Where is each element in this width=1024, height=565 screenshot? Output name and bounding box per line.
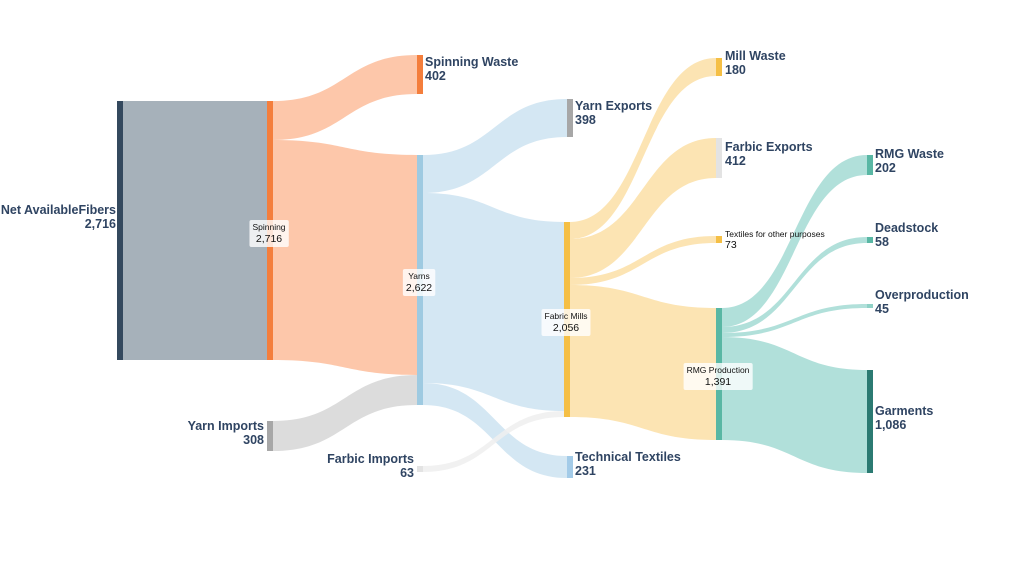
node-label-net: Net AvailableFibers	[1, 203, 116, 217]
node-value-tother: 73	[725, 239, 737, 251]
node-mwaste	[716, 58, 722, 76]
node-label-tech: Technical Textiles	[575, 450, 681, 464]
node-value-yimp: 308	[243, 433, 264, 447]
node-value-fexp: 412	[725, 154, 746, 168]
node-net	[117, 101, 123, 360]
node-tag-bg-rmg	[683, 363, 753, 390]
node-value-dead: 58	[875, 235, 889, 249]
link-spin-swaste	[273, 55, 417, 140]
node-rwaste	[867, 155, 873, 175]
link-rmg-rwaste	[722, 155, 867, 327]
node-label-yimp: Yarn Imports	[188, 419, 264, 433]
node-tag-bg-yarns	[402, 269, 436, 296]
node-tother	[716, 236, 722, 243]
node-tag-bg-mills	[541, 309, 591, 336]
node-dead	[867, 237, 873, 243]
node-label-mwaste: Mill Waste	[725, 49, 786, 63]
node-label-mills: Fabric Mills	[545, 311, 588, 321]
node-label-yexp: Yarn Exports	[575, 99, 652, 113]
node-yexp	[567, 99, 573, 137]
node-label-dead: Deadstock	[875, 221, 938, 235]
node-fimp	[417, 466, 423, 472]
node-value-net: 2,716	[85, 217, 116, 231]
link-fimp-mills	[423, 411, 564, 472]
link-rmg-garm	[722, 337, 867, 473]
node-value-yarns: 2,622	[406, 282, 432, 294]
node-label-fexp: Farbic Exports	[725, 140, 813, 154]
link-spin-yarns	[273, 140, 417, 375]
node-swaste	[417, 55, 423, 94]
node-value-yexp: 398	[575, 113, 596, 127]
node-label-fimp: Farbic Imports	[327, 452, 414, 466]
link-yimp-yarns	[273, 375, 417, 451]
node-label-yarns: Yarns	[408, 271, 430, 281]
node-label-rwaste: RMG Waste	[875, 147, 944, 161]
node-label-over: Overproduction	[875, 288, 969, 302]
node-tag-bg-spin	[249, 220, 289, 247]
node-value-rwaste: 202	[875, 161, 896, 175]
link-rmg-over	[722, 304, 867, 337]
link-mills-rmg	[570, 285, 716, 440]
node-label-swaste: Spinning Waste	[425, 55, 518, 69]
node-label-garm: Garments	[875, 404, 933, 418]
node-value-over: 45	[875, 302, 889, 316]
link-mills-mwaste	[570, 58, 716, 239]
node-over	[867, 304, 873, 308]
node-value-tech: 231	[575, 464, 596, 478]
link-rmg-dead	[722, 237, 867, 333]
node-tech	[567, 456, 573, 478]
node-fexp	[716, 138, 722, 178]
node-value-rmg: 1,391	[705, 376, 731, 388]
link-mills-tother	[570, 236, 716, 285]
node-value-fimp: 63	[400, 466, 414, 480]
link-yarns-mills	[423, 193, 564, 411]
node-label-spin: Spinning	[252, 222, 285, 232]
node-value-mills: 2,056	[553, 322, 579, 334]
node-yimp	[267, 421, 273, 451]
sankey-links	[123, 55, 867, 478]
link-net-spin	[123, 101, 267, 360]
node-label-tother: Textiles for other purposes	[725, 229, 825, 239]
node-label-rmg: RMG Production	[687, 365, 750, 375]
node-value-spin: 2,716	[256, 233, 282, 245]
node-value-mwaste: 180	[725, 63, 746, 77]
link-mills-fexp	[570, 138, 716, 278]
node-value-garm: 1,086	[875, 418, 906, 432]
link-yarns-yexp	[423, 99, 567, 193]
node-value-swaste: 402	[425, 69, 446, 83]
node-garm	[867, 370, 873, 473]
link-yarns-tech	[423, 383, 567, 478]
